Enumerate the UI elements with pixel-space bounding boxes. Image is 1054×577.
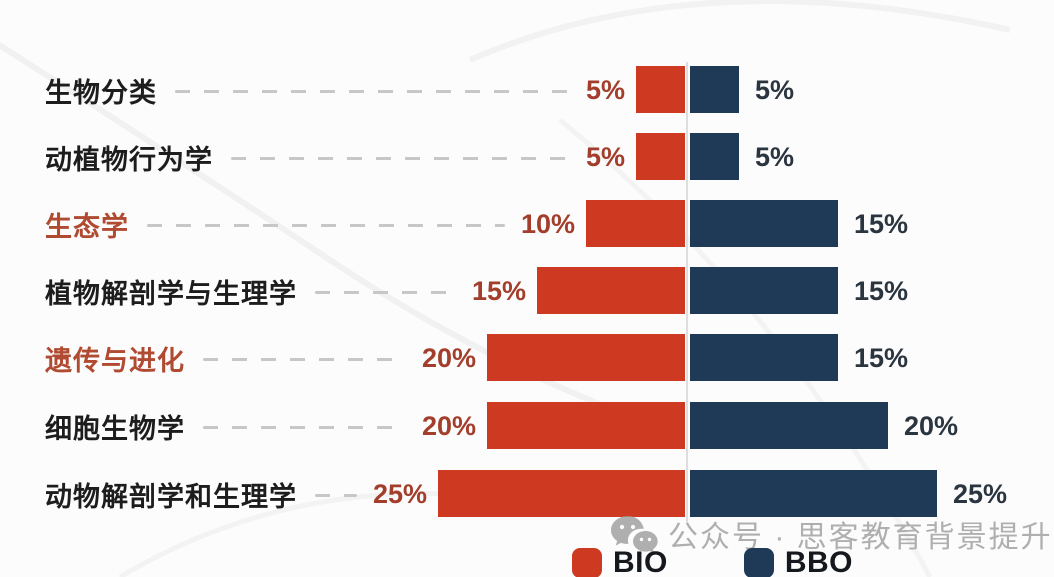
bio-value-label: 5% bbox=[585, 74, 625, 105]
leader-dashes bbox=[203, 357, 406, 361]
center-axis-line bbox=[686, 62, 688, 522]
bbo-value-label: 25% bbox=[953, 478, 1008, 509]
bio-value-label: 15% bbox=[471, 275, 526, 306]
bbo-value-label: 20% bbox=[904, 410, 959, 441]
bio-bar bbox=[487, 402, 685, 449]
row-label-block: 植物解剖学与生理学 15% bbox=[45, 267, 526, 315]
bbo-value-label: 15% bbox=[854, 208, 909, 239]
bbo-legend-swatch bbox=[743, 548, 774, 577]
row-label-block: 生物分类 5% bbox=[45, 66, 625, 114]
leader-dashes bbox=[315, 290, 456, 294]
category-label: 遗传与进化 bbox=[45, 345, 185, 376]
row-label-block: 遗传与进化 20% bbox=[45, 334, 476, 382]
leader-dashes bbox=[315, 493, 357, 497]
bbo-value-label: 15% bbox=[854, 342, 909, 373]
legend: BIO BBO bbox=[572, 546, 853, 577]
bbo-value-label: 5% bbox=[755, 141, 795, 172]
category-label: 植物解剖学与生理学 bbox=[45, 278, 297, 309]
bbo-value-label: 15% bbox=[854, 275, 909, 306]
row-label-block: 动物解剖学和生理学 25% bbox=[45, 470, 427, 518]
wechat-icon bbox=[611, 516, 658, 554]
bio-legend-swatch bbox=[572, 548, 602, 577]
legend-item-bbo: BBO bbox=[743, 546, 854, 577]
bio-bar bbox=[487, 334, 685, 381]
bbo-bar bbox=[690, 133, 739, 180]
row-label-block: 动植物行为学 5% bbox=[45, 133, 625, 181]
bio-value-label: 20% bbox=[421, 410, 476, 441]
bbo-bar bbox=[690, 66, 739, 113]
bio-value-label: 10% bbox=[520, 208, 575, 239]
bio-value-label: 5% bbox=[585, 141, 625, 172]
bio-bar bbox=[636, 133, 685, 180]
bio-value-label: 20% bbox=[421, 342, 476, 373]
leader-dashes bbox=[175, 89, 570, 93]
bio-bar bbox=[438, 470, 685, 517]
category-label: 生物分类 bbox=[45, 77, 157, 108]
watermark-text: 公众号 · 思客教育背景提升 bbox=[668, 521, 1053, 554]
row-label-block: 细胞生物学 20% bbox=[45, 402, 476, 450]
leader-dashes bbox=[231, 156, 570, 160]
category-label: 细胞生物学 bbox=[45, 413, 185, 444]
watermark: 公众号 · 思客教育背景提升 bbox=[610, 512, 1053, 556]
row-label-block: 生态学 10% bbox=[45, 200, 575, 248]
bbo-bar bbox=[690, 334, 838, 381]
leader-dashes bbox=[147, 223, 505, 227]
bbo-value-label: 5% bbox=[755, 74, 795, 105]
bbo-bar bbox=[690, 402, 888, 449]
bio-bar bbox=[586, 200, 685, 247]
bio-value-label: 25% bbox=[372, 478, 427, 509]
bio-legend-label: BIO bbox=[613, 546, 668, 577]
bio-bar bbox=[537, 267, 685, 314]
category-label: 动物解剖学和生理学 bbox=[45, 481, 297, 512]
category-label: 动植物行为学 bbox=[45, 144, 213, 175]
bio-bar bbox=[636, 66, 685, 113]
legend-item-bio: BIO bbox=[572, 546, 668, 577]
leader-dashes bbox=[203, 425, 406, 429]
bbo-legend-label: BBO bbox=[784, 546, 854, 577]
category-label: 生态学 bbox=[45, 211, 129, 242]
bbo-bar bbox=[690, 200, 838, 247]
bbo-bar bbox=[690, 470, 937, 517]
bbo-bar bbox=[690, 267, 838, 314]
